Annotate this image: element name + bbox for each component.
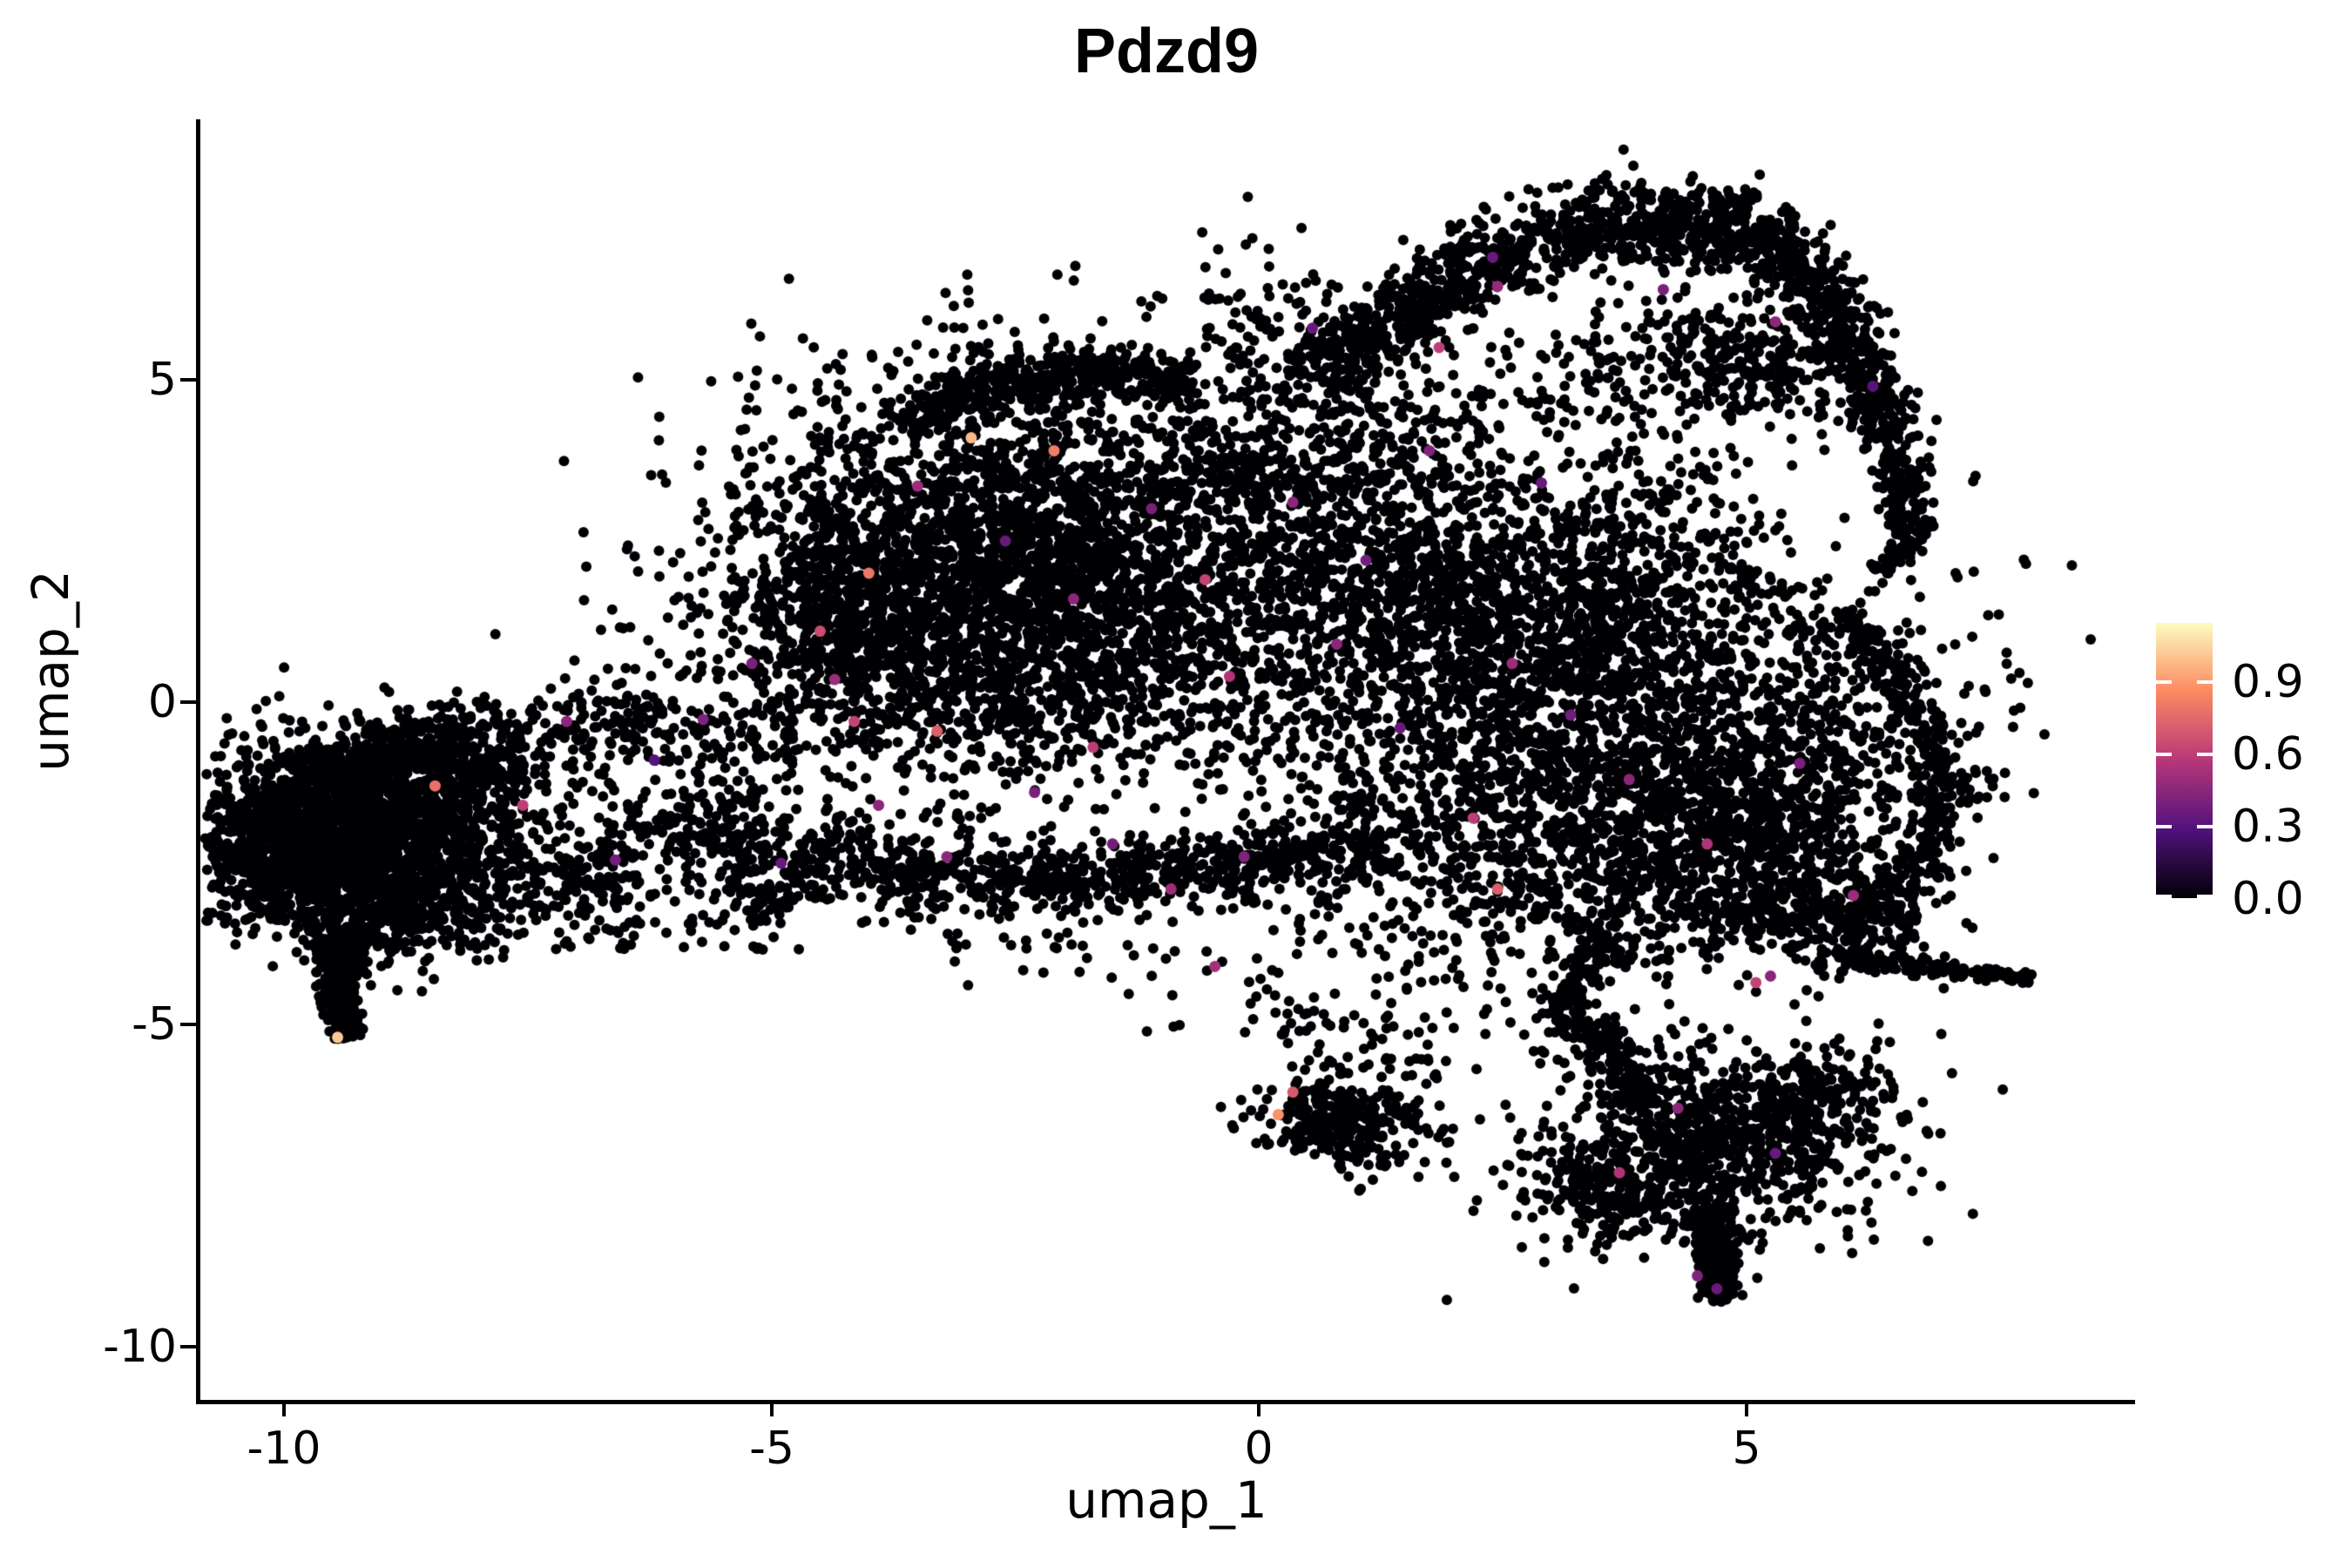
y-tick-label: -5 bbox=[132, 998, 177, 1051]
colorbar-tick bbox=[2197, 895, 2213, 898]
colorbar-tick-label: 0.6 bbox=[2232, 728, 2304, 781]
x-tick-label: -5 bbox=[749, 1423, 794, 1475]
y-tick-mark bbox=[180, 1023, 196, 1026]
colorbar-tick bbox=[2197, 825, 2213, 828]
y-axis-title: umap_2 bbox=[21, 570, 80, 772]
y-tick-mark bbox=[180, 700, 196, 704]
colorbar-tick bbox=[2197, 753, 2213, 756]
y-tick-label: -10 bbox=[103, 1321, 177, 1373]
colorbar-tick-label: 0.0 bbox=[2232, 873, 2304, 925]
x-tick-label: 0 bbox=[1244, 1423, 1274, 1475]
x-tick-label: 5 bbox=[1732, 1423, 1761, 1475]
y-tick-label: 0 bbox=[147, 676, 177, 728]
x-tick-label: -10 bbox=[247, 1423, 321, 1475]
plot-title: Pdzd9 bbox=[1073, 17, 1260, 86]
colorbar-tick-label: 0.3 bbox=[2232, 801, 2304, 853]
colorbar-tick bbox=[2156, 680, 2172, 684]
colorbar-gradient bbox=[2156, 623, 2213, 898]
x-axis-title: umap_1 bbox=[1065, 1470, 1267, 1530]
x-axis-line bbox=[196, 1400, 2135, 1404]
colorbar-tick bbox=[2156, 753, 2172, 756]
y-tick-mark bbox=[180, 378, 196, 382]
x-tick-mark bbox=[770, 1402, 774, 1416]
y-tick-mark bbox=[180, 1345, 196, 1348]
x-tick-mark bbox=[1745, 1402, 1748, 1416]
colorbar-tick bbox=[2156, 895, 2172, 898]
y-tick-label: 5 bbox=[147, 354, 177, 406]
x-tick-mark bbox=[282, 1402, 286, 1416]
x-tick-mark bbox=[1257, 1402, 1260, 1416]
colorbar-tick bbox=[2197, 680, 2213, 684]
colorbar-tick-label: 0.9 bbox=[2232, 656, 2304, 708]
y-axis-line bbox=[196, 119, 200, 1404]
colorbar-tick bbox=[2156, 825, 2172, 828]
